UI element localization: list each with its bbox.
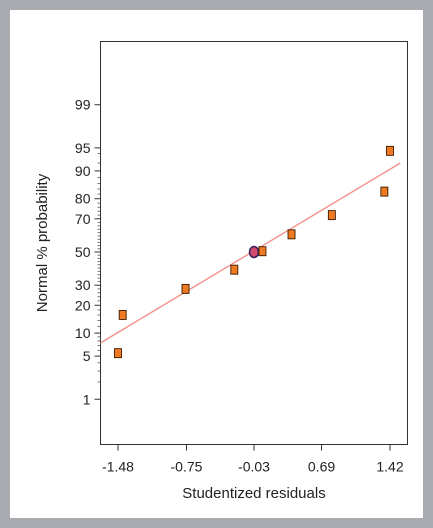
x-axis-ticks: -1.48 -0.75 -0.03 0.69 1.42 xyxy=(102,444,404,475)
data-point xyxy=(380,186,389,197)
y-axis-ticks: 1 5 10 20 30 50 70 80 90 95 99 xyxy=(75,97,101,407)
data-point xyxy=(386,145,394,156)
y-tick-label: 80 xyxy=(75,191,91,207)
data-point xyxy=(287,229,296,240)
x-tick-label: 0.69 xyxy=(308,459,335,475)
y-tick-label: 5 xyxy=(83,348,91,364)
y-tick-label: 99 xyxy=(75,97,91,113)
x-tick-label: -0.03 xyxy=(238,459,270,475)
x-tick-label: 1.42 xyxy=(376,459,403,475)
y-tick-label: 10 xyxy=(75,325,91,341)
data-point xyxy=(181,283,190,294)
y-tick-label: 20 xyxy=(75,297,91,313)
y-tick-label: 1 xyxy=(83,391,91,407)
data-point xyxy=(230,264,239,275)
y-tick-label: 30 xyxy=(75,277,91,293)
data-point xyxy=(258,246,267,257)
data-point-highlighted xyxy=(248,245,260,259)
x-axis-title: Studentized residuals xyxy=(182,485,325,502)
x-tick-label: -1.48 xyxy=(102,459,134,475)
plot-panel: 1 5 10 20 30 50 70 80 90 95 99 -1.48 -0.75 -0.03 0.69… xyxy=(10,10,423,518)
y-minor-ticks xyxy=(97,153,101,383)
y-tick-label: 70 xyxy=(75,211,91,227)
y-tick-label: 95 xyxy=(75,140,91,156)
data-point xyxy=(114,348,122,359)
data-point xyxy=(118,309,127,320)
normal-probability-plot: 1 5 10 20 30 50 70 80 90 95 99 -1.48 -0.75 -0.03 0.69… xyxy=(34,41,408,502)
y-axis-title: Normal % probability xyxy=(34,173,51,312)
data-points xyxy=(114,145,394,359)
y-tick-label: 90 xyxy=(75,163,91,179)
x-tick-label: -0.75 xyxy=(171,459,203,475)
y-tick-label: 50 xyxy=(75,244,91,260)
plot-border xyxy=(100,41,408,445)
data-point xyxy=(327,210,336,221)
